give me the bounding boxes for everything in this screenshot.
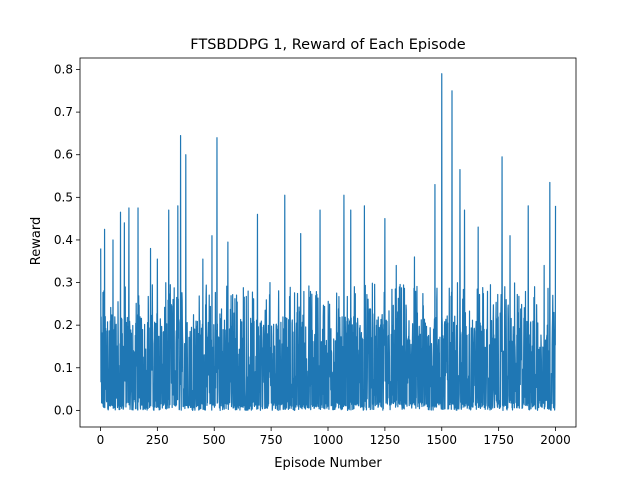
x-tick-label: 2000 (540, 433, 571, 447)
reward-series-line (100, 73, 557, 411)
y-tick-label: 0.4 (54, 233, 73, 247)
y-tick-label: 0.5 (54, 190, 73, 204)
chart-title: FTSBDDPG 1, Reward of Each Episode (190, 37, 465, 53)
x-axis-label: Episode Number (274, 456, 382, 471)
x-tick-label: 1250 (370, 433, 401, 447)
x-tick-label: 1000 (313, 433, 344, 447)
x-tick-label: 750 (260, 433, 283, 447)
x-tick-label: 0 (97, 433, 105, 447)
x-tick-label: 1750 (483, 433, 514, 447)
x-tick-label: 250 (146, 433, 169, 447)
y-tick-label: 0.1 (54, 361, 73, 375)
x-tick-label: 1500 (426, 433, 457, 447)
series-layer (100, 73, 557, 411)
x-axis: 0 250 500 750 1000 1250 1500 1750 2000 (97, 427, 571, 447)
x-tick-label: 500 (203, 433, 226, 447)
y-axis-label: Reward (29, 217, 44, 265)
y-tick-label: 0.0 (54, 403, 73, 417)
y-tick-label: 0.8 (54, 63, 73, 77)
y-tick-label: 0.2 (54, 318, 73, 332)
y-axis: 0.0 0.1 0.2 0.3 0.4 0.5 0.6 0.7 0.8 (54, 63, 80, 417)
y-tick-label: 0.6 (54, 148, 73, 162)
y-tick-label: 0.3 (54, 276, 73, 290)
y-tick-label: 0.7 (54, 105, 73, 119)
